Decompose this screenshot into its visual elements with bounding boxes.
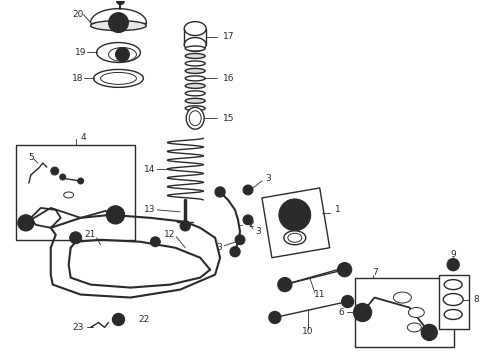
Circle shape xyxy=(421,324,437,340)
Circle shape xyxy=(338,263,352,276)
Ellipse shape xyxy=(444,280,462,289)
Text: 20: 20 xyxy=(72,10,84,19)
Circle shape xyxy=(117,0,124,5)
Circle shape xyxy=(70,232,82,244)
Ellipse shape xyxy=(443,293,463,306)
Ellipse shape xyxy=(100,72,136,84)
Circle shape xyxy=(269,311,281,323)
Text: 15: 15 xyxy=(223,114,235,123)
Circle shape xyxy=(180,221,190,231)
Ellipse shape xyxy=(185,68,205,73)
Ellipse shape xyxy=(184,37,206,51)
Text: 5: 5 xyxy=(28,153,34,162)
Ellipse shape xyxy=(186,107,204,129)
Text: 2: 2 xyxy=(248,220,254,229)
Text: 8: 8 xyxy=(473,295,479,304)
Text: 17: 17 xyxy=(223,32,235,41)
Circle shape xyxy=(342,296,354,307)
Circle shape xyxy=(150,237,160,247)
Ellipse shape xyxy=(185,91,205,96)
Ellipse shape xyxy=(189,111,201,126)
Text: 12: 12 xyxy=(164,230,175,239)
Circle shape xyxy=(77,178,84,184)
Ellipse shape xyxy=(184,22,206,36)
Ellipse shape xyxy=(185,106,205,111)
Ellipse shape xyxy=(185,98,205,103)
Circle shape xyxy=(116,48,129,62)
Text: 22: 22 xyxy=(138,315,149,324)
Ellipse shape xyxy=(408,307,424,318)
Circle shape xyxy=(235,235,245,245)
Ellipse shape xyxy=(91,21,147,31)
Circle shape xyxy=(215,187,225,197)
Text: 4: 4 xyxy=(81,133,86,142)
Circle shape xyxy=(113,314,124,325)
Text: 16: 16 xyxy=(223,74,235,83)
Text: 14: 14 xyxy=(144,165,155,174)
Ellipse shape xyxy=(185,76,205,81)
Circle shape xyxy=(245,187,251,193)
Text: 9: 9 xyxy=(450,250,456,259)
Circle shape xyxy=(51,167,59,175)
Ellipse shape xyxy=(185,54,205,58)
Circle shape xyxy=(243,185,253,195)
Polygon shape xyxy=(91,9,147,23)
Bar xyxy=(16,145,135,240)
Polygon shape xyxy=(262,188,330,258)
Circle shape xyxy=(237,237,243,243)
Circle shape xyxy=(279,199,311,231)
Circle shape xyxy=(60,174,66,180)
Circle shape xyxy=(230,247,240,257)
Circle shape xyxy=(354,303,371,321)
Circle shape xyxy=(18,215,34,231)
Text: 3: 3 xyxy=(265,174,270,183)
Circle shape xyxy=(106,206,124,224)
Circle shape xyxy=(245,217,251,223)
Text: 1: 1 xyxy=(335,206,341,215)
Text: 13: 13 xyxy=(144,206,155,215)
Text: 21: 21 xyxy=(84,230,96,239)
Ellipse shape xyxy=(185,84,205,88)
Ellipse shape xyxy=(288,233,302,242)
Text: 18: 18 xyxy=(72,74,84,83)
Circle shape xyxy=(278,278,292,292)
Ellipse shape xyxy=(94,69,144,87)
Text: 3: 3 xyxy=(217,243,222,252)
Circle shape xyxy=(447,259,459,271)
Ellipse shape xyxy=(185,61,205,66)
Text: 23: 23 xyxy=(72,323,84,332)
Circle shape xyxy=(450,262,456,268)
Ellipse shape xyxy=(444,310,462,319)
Bar xyxy=(355,278,454,347)
Text: 11: 11 xyxy=(314,290,325,299)
Circle shape xyxy=(108,13,128,32)
Circle shape xyxy=(116,316,122,323)
Text: 3: 3 xyxy=(255,227,261,236)
Ellipse shape xyxy=(393,292,412,303)
Circle shape xyxy=(243,215,253,225)
Text: 10: 10 xyxy=(302,327,314,336)
Text: 7: 7 xyxy=(372,268,378,277)
Text: 6: 6 xyxy=(339,308,344,317)
Ellipse shape xyxy=(407,323,421,332)
Circle shape xyxy=(285,205,305,225)
Ellipse shape xyxy=(185,46,205,51)
Bar xyxy=(439,275,469,329)
Ellipse shape xyxy=(64,192,74,198)
Polygon shape xyxy=(184,28,206,45)
Text: 19: 19 xyxy=(75,48,87,57)
Ellipse shape xyxy=(108,48,136,62)
Ellipse shape xyxy=(97,42,141,62)
Ellipse shape xyxy=(284,231,306,245)
